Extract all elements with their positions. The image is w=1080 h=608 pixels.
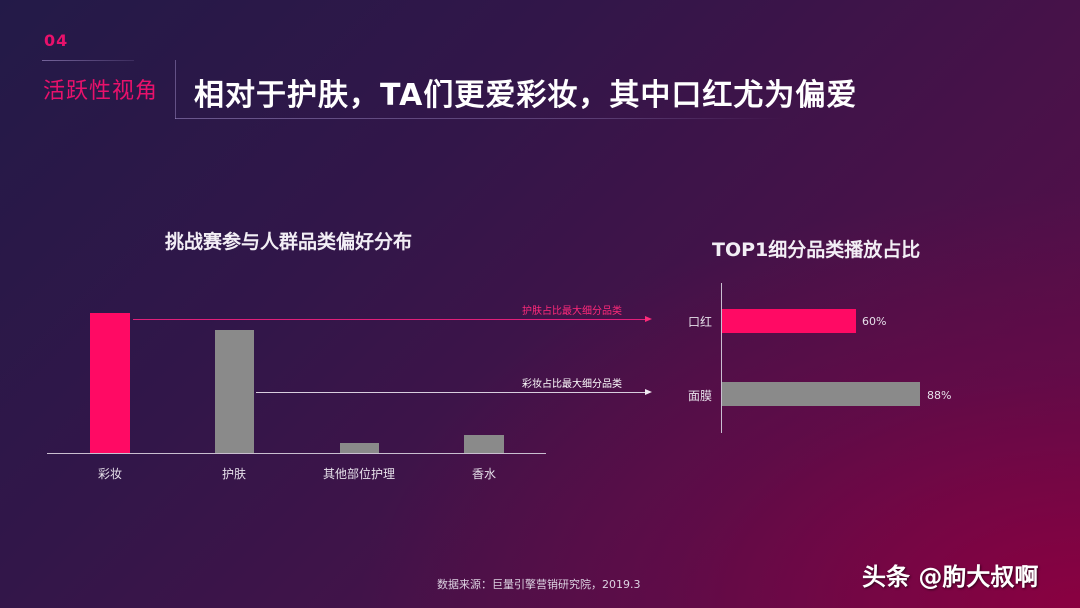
x-label-perfume: 香水 [471,467,497,481]
bar-perfume [464,435,504,453]
x-label-other-body-care: 其他部位护理 [322,467,396,481]
arrow-head-pink-icon [645,316,652,322]
bar-skincare [215,330,254,453]
annotation-skincare-top: 护肤占比最大细分品类 [522,306,622,317]
page-title: 相对于护肤，TA们更爱彩妆，其中口红尤为偏爱 [194,78,858,113]
right-chart-title: TOP1细分品类播放占比 [712,239,921,261]
watermark: 头条 @朐大叔啊 [862,563,1039,591]
x-label-makeup: 彩妆 [97,467,123,481]
bar-makeup [90,313,130,453]
hbar-mask [722,382,920,406]
arrow-line-white [256,392,646,393]
bar-other-body-care [340,443,379,453]
section-divider [42,60,134,61]
annotation-makeup-top: 彩妆占比最大细分品类 [522,379,622,390]
y-label-lipstick: 口红 [688,315,713,329]
x-axis-line [47,453,546,454]
arrow-line-pink [133,319,646,320]
left-chart-title: 挑战赛参与人群品类偏好分布 [165,231,413,253]
arrow-head-white-icon [645,389,652,395]
data-source: 数据来源：巨量引擎营销研究院，2019.3 [437,578,641,591]
header-vertical-divider [175,60,176,119]
x-label-skincare: 护肤 [221,467,247,481]
y-axis-line [721,283,722,433]
value-mask: 88% [927,389,952,402]
y-label-mask: 面膜 [688,389,713,403]
header-horizontal-divider [175,118,785,119]
section-label: 活跃性视角 [43,79,159,104]
value-lipstick: 60% [862,315,887,328]
section-number: 04 [44,31,69,50]
hbar-lipstick [722,309,856,333]
